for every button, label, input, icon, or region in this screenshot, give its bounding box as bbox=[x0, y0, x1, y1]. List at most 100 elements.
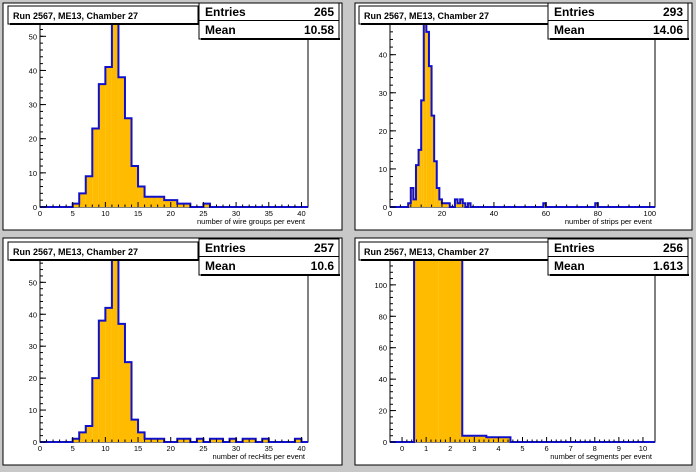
y-tick-label: 50 bbox=[29, 32, 37, 41]
y-tick-label: 20 bbox=[29, 374, 37, 383]
histogram-bin bbox=[85, 176, 93, 207]
x-tick-label: 7 bbox=[569, 444, 573, 453]
x-tick-label: 40 bbox=[490, 209, 498, 218]
x-tick-label: 4 bbox=[496, 444, 500, 453]
x-tick-label: 5 bbox=[71, 209, 75, 218]
y-tick-label: 30 bbox=[29, 342, 37, 351]
histogram-bin bbox=[415, 165, 419, 207]
histogram-bin bbox=[151, 438, 158, 442]
histogram-bin bbox=[410, 187, 414, 207]
x-tick-label: 100 bbox=[644, 209, 657, 218]
x-tick-label: 5 bbox=[71, 444, 75, 453]
histogram-bin bbox=[92, 378, 99, 442]
histogram-bin bbox=[72, 438, 80, 442]
histogram-bin bbox=[454, 199, 458, 207]
mean-label: Mean bbox=[205, 259, 236, 273]
plot-frame bbox=[39, 243, 309, 443]
stats-box: Entries 265 Mean 10.58 bbox=[198, 2, 340, 40]
histogram-bin bbox=[170, 200, 178, 207]
histogram-bin bbox=[92, 128, 99, 207]
histogram-bin bbox=[294, 438, 302, 442]
histogram-bin bbox=[434, 161, 437, 207]
chart-title: Run 2567, ME13, Chamber 27 bbox=[13, 247, 138, 257]
histogram-bin bbox=[157, 438, 165, 442]
entries-value: 257 bbox=[314, 241, 334, 255]
mean-value: 1.613 bbox=[653, 259, 683, 273]
mean-label: Mean bbox=[554, 23, 585, 37]
histogram-bin bbox=[144, 196, 152, 207]
mean-value: 10.6 bbox=[311, 259, 335, 273]
histogram-bin bbox=[543, 203, 546, 207]
stats-box: Entries 257 Mean 10.6 bbox=[198, 238, 340, 276]
histogram-bin bbox=[85, 426, 93, 442]
histogram-bin bbox=[242, 438, 250, 442]
panel-rechits: 05101520253035400102030405060 Run 2567, … bbox=[2, 237, 343, 466]
x-tick-label: 25 bbox=[199, 209, 207, 218]
histogram-bin bbox=[151, 196, 158, 207]
y-tick-label: 20 bbox=[379, 407, 387, 416]
entries-label: Entries bbox=[205, 241, 246, 255]
histogram-bin bbox=[111, 19, 119, 207]
histogram-bin bbox=[157, 196, 165, 207]
histogram-bin bbox=[447, 203, 450, 207]
y-tick-label: 0 bbox=[383, 203, 387, 212]
x-tick-label: 6 bbox=[545, 444, 549, 453]
x-tick-label: 0 bbox=[400, 444, 404, 453]
x-tick-label: 0 bbox=[38, 209, 42, 218]
histogram-bin bbox=[467, 203, 471, 207]
x-tick-label: 40 bbox=[297, 209, 305, 218]
x-tick-label: 8 bbox=[593, 444, 597, 453]
panel-segments: 012345678910020406080100120 Run 2567, ME… bbox=[354, 237, 693, 466]
histogram-bin bbox=[124, 118, 132, 207]
histogram-bin bbox=[262, 438, 269, 442]
histogram-bin bbox=[436, 187, 440, 207]
x-tick-label: 35 bbox=[265, 444, 273, 453]
x-tick-label: 10 bbox=[101, 444, 109, 453]
x-tick-label: 10 bbox=[101, 209, 109, 218]
histogram-bin bbox=[421, 100, 424, 207]
y-tick-label: 10 bbox=[29, 406, 37, 415]
histogram-bin bbox=[426, 31, 429, 207]
y-tick-label: 60 bbox=[379, 344, 387, 353]
x-tick-label: 15 bbox=[134, 444, 142, 453]
histogram-bin bbox=[79, 193, 86, 207]
x-tick-label: 20 bbox=[438, 209, 446, 218]
x-axis-label: number of recHits per event bbox=[212, 452, 305, 461]
title-box-shadow bbox=[10, 23, 199, 25]
histogram-bin bbox=[183, 438, 191, 442]
y-tick-label: 40 bbox=[379, 51, 387, 60]
x-tick-label: 60 bbox=[542, 209, 550, 218]
histogram-bin bbox=[249, 438, 256, 442]
x-tick-label: 35 bbox=[265, 209, 273, 218]
x-tick-label: 0 bbox=[388, 209, 392, 218]
x-axis-label: number of strips per event bbox=[565, 217, 653, 226]
y-tick-label: 10 bbox=[379, 165, 387, 174]
mean-value: 14.06 bbox=[653, 23, 683, 37]
title-box-shadow bbox=[10, 259, 199, 261]
histogram-bin bbox=[118, 323, 125, 442]
histogram-bin bbox=[209, 438, 217, 442]
y-tick-label: 20 bbox=[379, 127, 387, 136]
entries-label: Entries bbox=[554, 5, 595, 19]
y-tick-label: 40 bbox=[29, 66, 37, 75]
histogram-bin bbox=[98, 320, 106, 442]
y-tick-label: 50 bbox=[29, 278, 37, 287]
y-tick-label: 80 bbox=[379, 312, 387, 321]
histogram-bin bbox=[595, 203, 598, 207]
stats-box-shadow bbox=[550, 274, 689, 276]
histogram-bin bbox=[203, 203, 210, 207]
x-tick-label: 10 bbox=[639, 444, 647, 453]
y-tick-label: 0 bbox=[383, 438, 387, 447]
stats-box-shadow bbox=[201, 38, 340, 40]
x-tick-label: 5 bbox=[520, 444, 524, 453]
histogram-bin bbox=[408, 203, 411, 207]
histogram-bin bbox=[79, 432, 86, 442]
histogram-bin bbox=[131, 419, 139, 442]
x-axis-label: number of wire groups per event bbox=[197, 217, 306, 226]
y-tick-label: 40 bbox=[29, 310, 37, 319]
axes: 0 5 10 15 20 25 30 35 40 0 10 20 30 40 50 bbox=[29, 8, 306, 218]
mean-label: Mean bbox=[554, 259, 585, 273]
x-tick-label: 1 bbox=[424, 444, 428, 453]
y-tick-label: 20 bbox=[29, 135, 37, 144]
